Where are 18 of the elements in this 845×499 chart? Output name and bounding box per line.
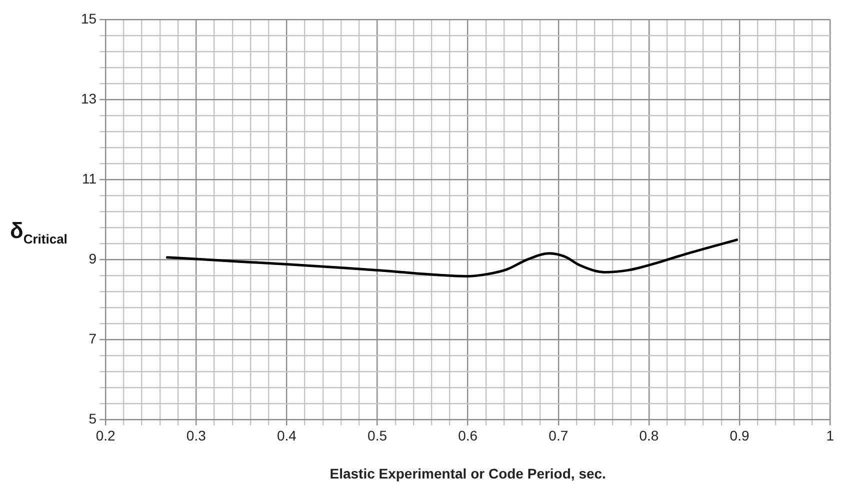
y-tick-label: 11	[82, 170, 97, 186]
line-series	[166, 238, 738, 278]
y-tick-label: 15	[80, 10, 97, 26]
y-tick-label: 7	[88, 330, 97, 346]
y-axis-title: δ$_{Critical}$	[10, 218, 68, 246]
x-tick-label: 1	[826, 428, 834, 444]
x-tick-label: 0.8	[639, 428, 659, 444]
x-tick-label: 0.7	[548, 428, 568, 444]
y-tick-label: 5	[88, 410, 97, 426]
x-tick-label: 0.9	[730, 428, 750, 444]
y-tick-label: 13	[80, 90, 97, 106]
x-tick-label: 0.6	[458, 428, 478, 444]
x-tick-label: 0.5	[368, 428, 388, 444]
x-tick-label: 0.2	[96, 428, 116, 444]
x-axis-title: Elastic Experimental or Code Period, sec.	[330, 465, 606, 482]
y-tick-label: 9	[88, 250, 97, 266]
x-tick-label: 0.3	[186, 428, 206, 444]
x-tick-label: 0.4	[276, 428, 297, 444]
